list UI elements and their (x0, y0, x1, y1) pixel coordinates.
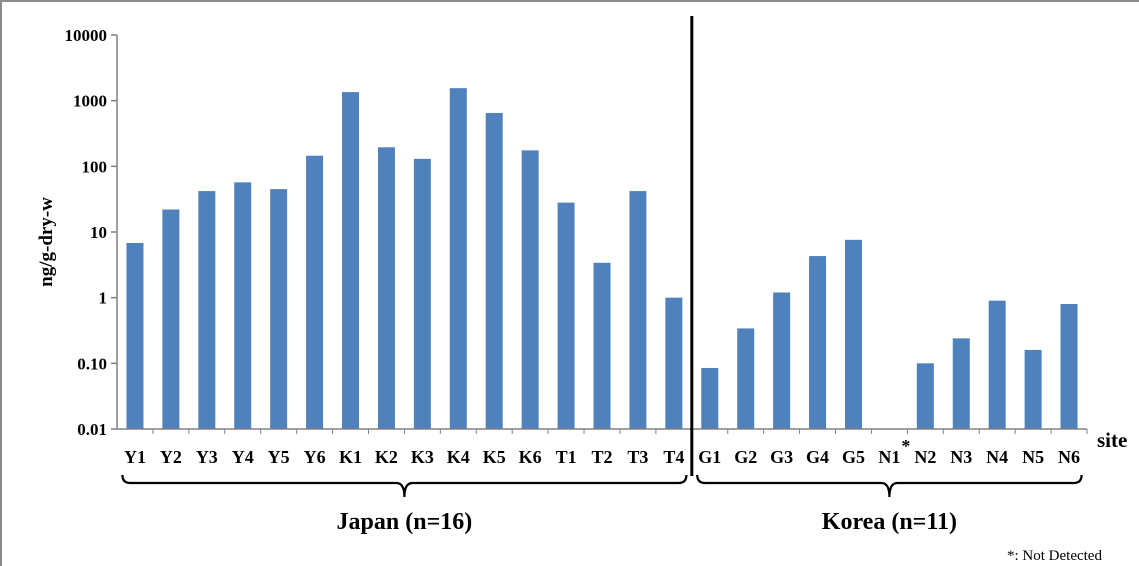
y-tick-label: 10 (90, 223, 107, 242)
x-tick-label: K3 (411, 447, 434, 467)
bar-g1 (701, 367, 719, 429)
bars (126, 88, 1078, 430)
x-tick-label: T3 (627, 447, 648, 467)
bar-n4 (988, 300, 1006, 429)
y-tick-label: 1 (99, 289, 108, 308)
bar-t2 (593, 262, 611, 429)
bar-g2 (737, 328, 755, 429)
bar-k2 (377, 147, 395, 429)
group-braces (121, 474, 1083, 498)
x-tick-label: Y6 (304, 447, 326, 467)
bar-y2 (162, 209, 180, 429)
x-tick-label: Y2 (160, 447, 182, 467)
group-brace (696, 474, 1083, 498)
x-tick-label: N3 (950, 447, 972, 467)
y-axis-label: ng/g-dry-w (36, 197, 57, 287)
x-tick-label: G5 (842, 447, 865, 467)
bar-y4 (234, 182, 252, 429)
x-tick-label: T1 (556, 447, 577, 467)
bar-n6 (1060, 304, 1078, 429)
bar-y5 (270, 189, 288, 429)
bar-k4 (449, 88, 467, 430)
footnote: *: Not Detected (1007, 548, 1102, 564)
bar-k3 (413, 158, 431, 429)
x-tick-label: K1 (339, 447, 362, 467)
x-axis-ticks: Y1 Y2 Y3 Y4 Y5 Y6 K1 K2 K3 K4 K5 K6 T1 T2 T3 T4 G1 G2 G3 G4… (124, 429, 1088, 467)
x-tick-label: K2 (375, 447, 398, 467)
y-tick-label: 0.01 (77, 420, 107, 439)
bar-g3 (773, 292, 791, 429)
bar-y6 (306, 155, 324, 430)
x-tick-label: Y4 (232, 447, 254, 467)
y-tick-label: 1000 (73, 92, 107, 111)
x-axis-label: site (1097, 428, 1127, 452)
x-tick-label: K5 (483, 447, 506, 467)
x-tick-label: N4 (986, 447, 1008, 467)
group-label-korea: Korea (n=11) (822, 509, 957, 535)
x-tick-label: G4 (806, 447, 829, 467)
x-tick-label: G3 (770, 447, 793, 467)
y-tick-label: 100 (82, 157, 108, 176)
bar-n5 (1024, 349, 1042, 429)
y-tick-label: 10000 (65, 26, 108, 45)
bar-y1 (126, 242, 144, 429)
x-tick-label: Y5 (268, 447, 290, 467)
x-tick-label: T4 (663, 447, 684, 467)
x-tick-label: N5 (1022, 447, 1044, 467)
x-tick-label: G1 (698, 447, 721, 467)
x-tick-label: N2 (914, 447, 936, 467)
bar-k6 (521, 150, 539, 429)
bar-n2 (916, 363, 934, 429)
x-tick-label: G2 (734, 447, 757, 467)
bar-k5 (485, 112, 503, 429)
bar-t1 (557, 202, 575, 429)
x-tick-label: K4 (447, 447, 470, 467)
bar-t4 (665, 297, 683, 429)
bar-g5 (844, 239, 862, 429)
bar-k1 (342, 92, 360, 429)
not-detected-marker: * (901, 436, 910, 456)
x-tick-label: N6 (1058, 447, 1080, 467)
bar-g4 (809, 256, 827, 429)
y-tick-label: 0.10 (77, 354, 107, 373)
x-tick-label: N1 (878, 447, 900, 467)
bar-y3 (198, 191, 216, 429)
x-tick-label: T2 (591, 447, 612, 467)
bar-n3 (952, 338, 970, 429)
group-label-japan: Japan (n=16) (337, 509, 473, 535)
bar-t3 (629, 191, 647, 429)
x-tick-label: K6 (519, 447, 542, 467)
y-axis-ticks: 0.01 0.10 1 10 100 1000 10000 (65, 26, 117, 439)
x-tick-label: Y3 (196, 447, 218, 467)
x-tick-label: Y1 (124, 447, 146, 467)
group-brace (121, 474, 688, 498)
